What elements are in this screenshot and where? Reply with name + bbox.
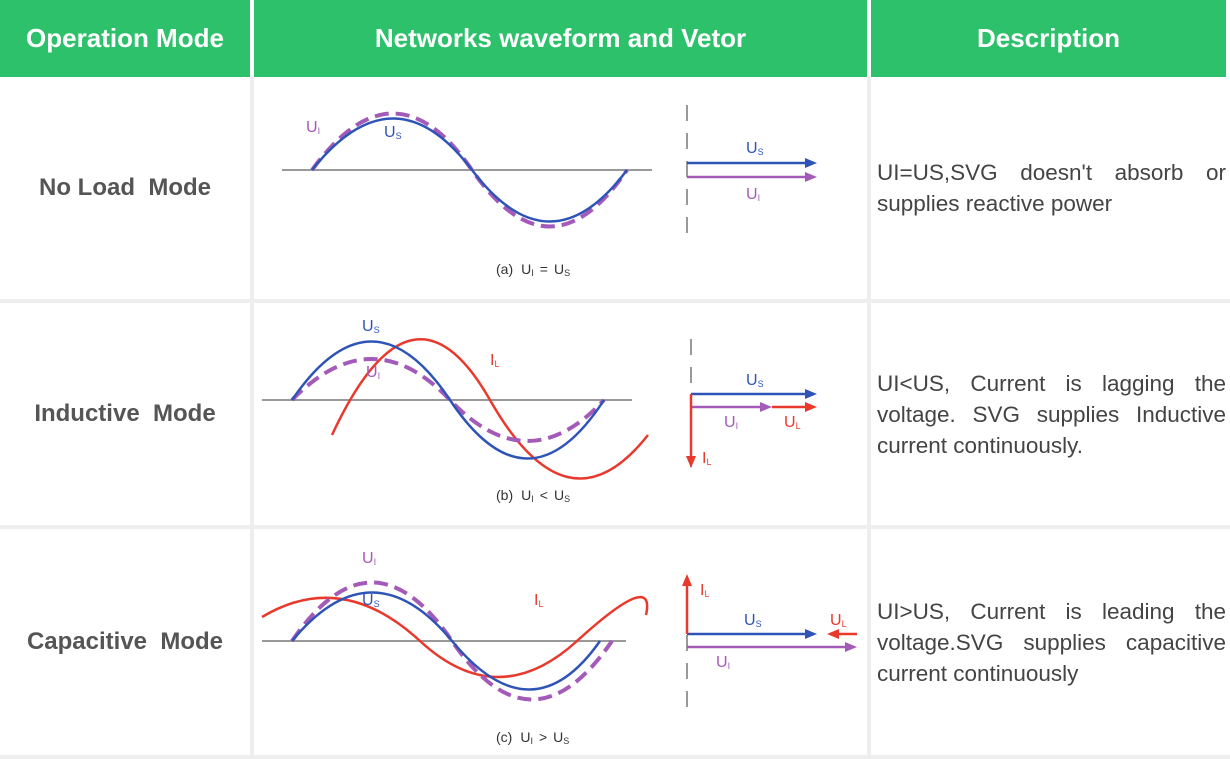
us-vector-label: US [744, 612, 762, 629]
description-text: UI=US,SVG doesn't absorb or supplies rea… [877, 160, 1226, 216]
us-vector-arrowhead [805, 629, 817, 639]
il-vector-arrowhead [682, 574, 692, 586]
ui-waveform [290, 580, 614, 702]
header-description: Description [871, 0, 1230, 77]
header-waveform: Networks waveform and Vetor [254, 0, 871, 77]
header-operation-mode: Operation Mode [0, 0, 254, 77]
ul-vector-label: UL [830, 612, 847, 629]
us-vector-arrowhead [805, 389, 817, 399]
ui-vector-arrowhead [845, 642, 857, 652]
caption-b: (b) UI < US [496, 487, 570, 504]
ui-vector-label: UI [724, 414, 738, 431]
description-text: UI>US, Current is leading the voltage.SV… [877, 598, 1226, 686]
ui-vector-label: UI [716, 654, 730, 671]
us-vector-label: US [746, 140, 764, 157]
il-vector-arrowhead [686, 456, 696, 468]
waveform-capacitive: UI US IL IL US UL UI (c) UI > US [254, 529, 871, 759]
ui-wave-label: UI [362, 550, 376, 567]
description-inductive: UI<US, Current is lagging the voltage. S… [871, 303, 1230, 529]
il-waveform [330, 338, 649, 480]
us-waveform [311, 117, 629, 223]
inductive-diagram: US UI IL US UI UL IL (b) UI < US [262, 318, 817, 504]
ui-wave-label: UI [366, 364, 380, 381]
waveform-inductive: US UI IL US UI UL IL (b) UI < US [254, 303, 871, 529]
us-vector-label: US [746, 372, 764, 389]
ui-waveform [310, 111, 629, 229]
ul-vector-arrowhead [827, 629, 839, 639]
mode-label-inductive: Inductive Mode [0, 303, 254, 529]
ui-waveform [290, 357, 606, 443]
us-wave-label: US [362, 318, 380, 335]
us-waveform [291, 591, 602, 691]
us-wave-label: US [384, 124, 402, 141]
description-capacitive: UI>US, Current is leading the voltage.SV… [871, 529, 1230, 759]
ui-vector-arrowhead [805, 172, 817, 182]
ul-vector-label: UL [784, 414, 801, 431]
il-vector-label: IL [702, 450, 711, 467]
no-load-diagram: UI US US UI (a) UI = US [282, 105, 817, 278]
mode-label-capacitive: Capacitive Mode [0, 529, 254, 759]
description-text: UI<US, Current is lagging the voltage. S… [877, 370, 1226, 458]
capacitive-diagram: UI US IL IL US UL UI (c) UI > US [261, 550, 857, 746]
waveform-no-load: UI US US UI (a) UI = US [254, 77, 871, 303]
ui-wave-label: UI [306, 119, 320, 136]
description-no-load: UI=US,SVG doesn't absorb or supplies rea… [871, 77, 1230, 303]
us-waveform [290, 340, 606, 460]
il-waveform [261, 595, 649, 679]
il-wave-label: IL [490, 352, 499, 369]
ui-vector-arrowhead [760, 402, 772, 412]
us-vector-arrowhead [805, 158, 817, 168]
il-wave-label: IL [534, 592, 543, 609]
il-vector-label: IL [700, 582, 709, 599]
ui-vector-label: UI [746, 186, 760, 203]
caption-a: (a) UI = US [496, 261, 570, 278]
us-wave-label: US [362, 592, 380, 609]
caption-c: (c) UI > US [496, 729, 569, 746]
mode-label-no-load: No Load Mode [0, 77, 254, 303]
ul-vector-arrowhead [805, 402, 817, 412]
